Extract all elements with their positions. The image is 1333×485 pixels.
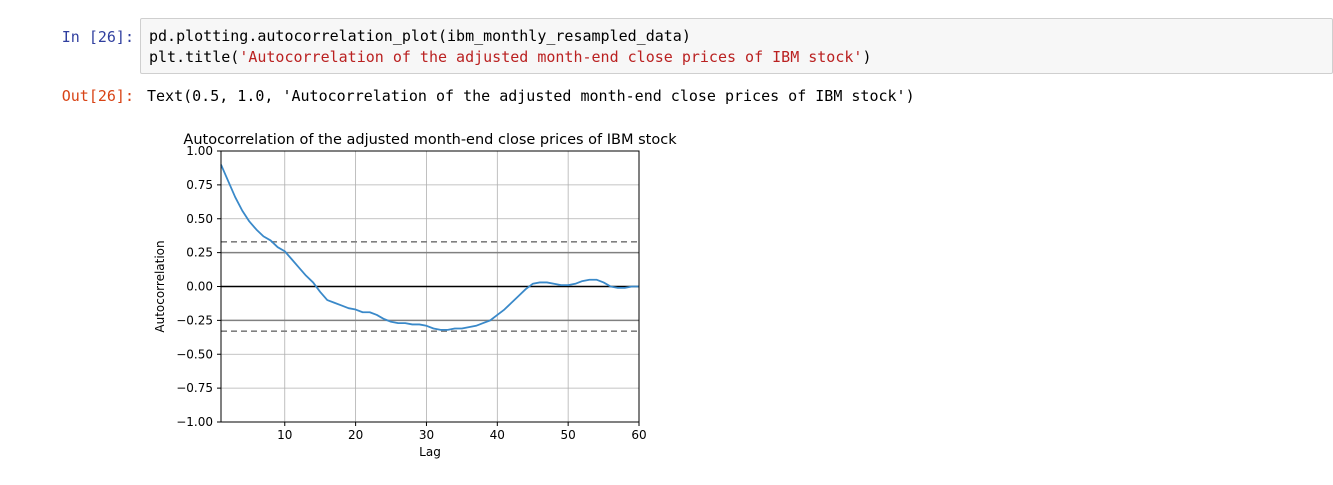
y-tick-label: 0.00: [186, 280, 213, 294]
autocorrelation-series-line: [220, 164, 639, 331]
x-axis-label: Lag: [419, 445, 441, 459]
code-editor[interactable]: pd.plotting.autocorrelation_plot(ibm_mon…: [140, 18, 1333, 74]
autocorrelation-chart: 10 20 30 40 50 60 1.00 0.75 0.50 0.25 0.00 −0.25 −0.…: [153, 132, 677, 459]
y-tick-label: −0.75: [176, 381, 213, 395]
y-tick-label: −1.00: [176, 415, 213, 429]
y-tick-label: 0.75: [186, 178, 213, 192]
x-tick-label: 40: [490, 428, 505, 442]
x-tick-label: 10: [277, 428, 292, 442]
y-tick-label: 0.50: [186, 212, 213, 226]
output-prompt: Out[26]:: [61, 87, 134, 105]
y-axis-label: Autocorrelation: [153, 240, 167, 332]
y-tick-label: −0.25: [176, 313, 213, 327]
y-tick-label: −0.50: [176, 347, 213, 361]
x-tick-label: 50: [561, 428, 576, 442]
output-text: Text(0.5, 1.0, 'Autocorrelation of the a…: [147, 87, 915, 105]
code-line-1: pd.plotting.autocorrelation_plot(ibm_mon…: [149, 27, 691, 45]
chart-title: Autocorrelation of the adjusted month-en…: [183, 132, 677, 148]
x-tick-label: 30: [419, 428, 434, 442]
code-line-2: plt.title('Autocorrelation of the adjust…: [149, 47, 871, 68]
code-line-2-call: plt.title(: [149, 48, 240, 66]
x-tick-label: 60: [631, 428, 646, 442]
x-tick-label: 20: [348, 428, 363, 442]
input-prompt: In [26]:: [61, 28, 134, 46]
code-line-2-close: ): [862, 48, 872, 66]
y-tick-label: 0.25: [186, 246, 213, 260]
code-line-2-string: 'Autocorrelation of the adjusted month-e…: [239, 48, 863, 66]
y-tick-label: 1.00: [186, 144, 213, 158]
